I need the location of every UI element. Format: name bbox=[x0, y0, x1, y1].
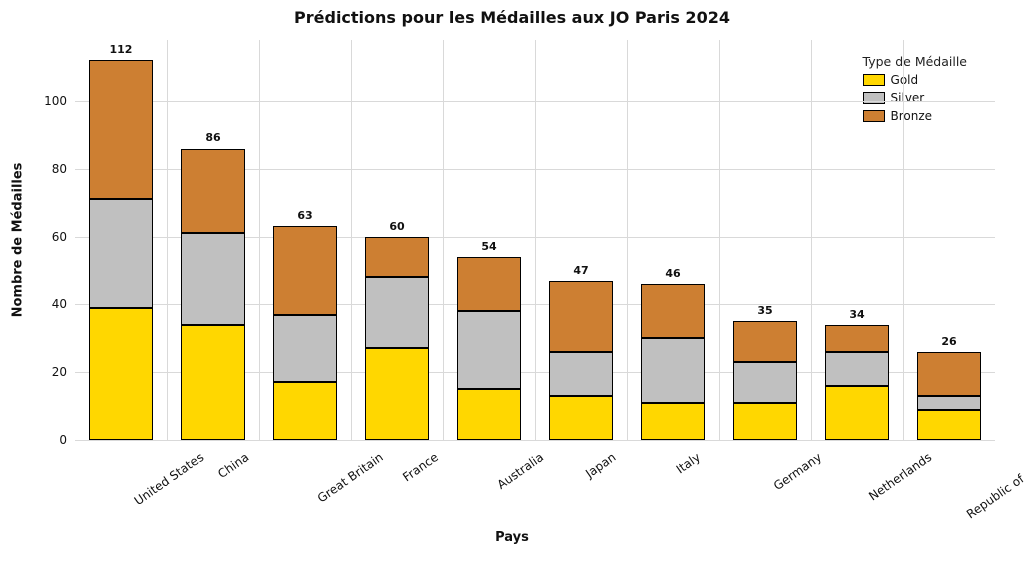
bar-segment-gold bbox=[917, 410, 981, 441]
x-tick: Republic of Korea bbox=[964, 450, 1024, 521]
bar-group: 26 bbox=[917, 40, 981, 440]
x-tick: Italy bbox=[674, 450, 703, 476]
bar-segment-bronze bbox=[825, 325, 889, 352]
x-tick: Japan bbox=[583, 450, 618, 481]
bar-group: 35 bbox=[733, 40, 797, 440]
bar-segment-silver bbox=[365, 277, 429, 348]
bar-segment-bronze bbox=[89, 60, 153, 199]
bar-group: 47 bbox=[549, 40, 613, 440]
bar-segment-silver bbox=[641, 338, 705, 402]
bar-segment-silver bbox=[273, 315, 337, 383]
x-tick: France bbox=[400, 450, 441, 484]
bar-segment-silver bbox=[89, 199, 153, 307]
bar-total-label: 60 bbox=[389, 220, 404, 233]
gridline-h bbox=[75, 440, 995, 441]
bar-segment-silver bbox=[181, 233, 245, 325]
bar-total-label: 63 bbox=[297, 209, 312, 222]
bar-group: 34 bbox=[825, 40, 889, 440]
y-tick: 0 bbox=[59, 433, 75, 447]
bar-segment-gold bbox=[825, 386, 889, 440]
bar-segment-silver bbox=[733, 362, 797, 403]
bar-segment-gold bbox=[365, 348, 429, 440]
medal-chart: Prédictions pour les Médailles aux JO Pa… bbox=[0, 0, 1024, 582]
legend-label: Gold bbox=[891, 71, 919, 89]
x-tick: Australia bbox=[495, 450, 547, 492]
bar-segment-gold bbox=[733, 403, 797, 440]
plot-area: Type de Médaille GoldSilverBronze 020406… bbox=[75, 40, 995, 440]
bar-segment-bronze bbox=[549, 281, 613, 352]
bar-segment-silver bbox=[917, 396, 981, 410]
bar-segment-silver bbox=[457, 311, 521, 389]
bar-total-label: 35 bbox=[757, 304, 772, 317]
bar-segment-bronze bbox=[181, 149, 245, 234]
bar-segment-bronze bbox=[365, 237, 429, 278]
bar-total-label: 34 bbox=[849, 308, 864, 321]
bar-total-label: 46 bbox=[665, 267, 680, 280]
bar-total-label: 112 bbox=[110, 43, 133, 56]
x-tick: Netherlands bbox=[866, 450, 934, 503]
bar-segment-silver bbox=[549, 352, 613, 396]
bar-total-label: 26 bbox=[941, 335, 956, 348]
bar-segment-bronze bbox=[641, 284, 705, 338]
x-tick: Germany bbox=[771, 450, 824, 493]
bar-segment-gold bbox=[641, 403, 705, 440]
y-tick: 40 bbox=[52, 297, 75, 311]
gridline-v bbox=[443, 40, 444, 440]
gridline-v bbox=[903, 40, 904, 440]
gridline-v bbox=[719, 40, 720, 440]
bar-segment-bronze bbox=[273, 226, 337, 314]
bar-group: 46 bbox=[641, 40, 705, 440]
gridline-v bbox=[167, 40, 168, 440]
x-axis-label: Pays bbox=[0, 530, 1024, 545]
bar-group: 112 bbox=[89, 40, 153, 440]
y-tick: 100 bbox=[44, 94, 75, 108]
bar-group: 63 bbox=[273, 40, 337, 440]
bar-segment-gold bbox=[89, 308, 153, 440]
bar-segment-bronze bbox=[733, 321, 797, 362]
bar-group: 60 bbox=[365, 40, 429, 440]
bar-total-label: 47 bbox=[573, 264, 588, 277]
bar-total-label: 86 bbox=[205, 131, 220, 144]
bar-group: 86 bbox=[181, 40, 245, 440]
bar-segment-bronze bbox=[457, 257, 521, 311]
x-tick: United States bbox=[132, 450, 207, 508]
bar-segment-gold bbox=[181, 325, 245, 440]
y-tick: 80 bbox=[52, 162, 75, 176]
gridline-v bbox=[627, 40, 628, 440]
x-tick: Great Britain bbox=[315, 450, 386, 505]
bar-segment-gold bbox=[273, 382, 337, 440]
bar-group: 54 bbox=[457, 40, 521, 440]
x-tick: China bbox=[215, 450, 251, 481]
gridline-v bbox=[535, 40, 536, 440]
gridline-v bbox=[351, 40, 352, 440]
gridline-v bbox=[811, 40, 812, 440]
y-axis-label: Nombre de Médailles bbox=[11, 163, 26, 318]
y-tick: 20 bbox=[52, 365, 75, 379]
bar-segment-bronze bbox=[917, 352, 981, 396]
bar-segment-gold bbox=[549, 396, 613, 440]
y-tick: 60 bbox=[52, 230, 75, 244]
bar-segment-silver bbox=[825, 352, 889, 386]
chart-title: Prédictions pour les Médailles aux JO Pa… bbox=[0, 8, 1024, 27]
bar-segment-gold bbox=[457, 389, 521, 440]
gridline-v bbox=[259, 40, 260, 440]
bar-total-label: 54 bbox=[481, 240, 496, 253]
